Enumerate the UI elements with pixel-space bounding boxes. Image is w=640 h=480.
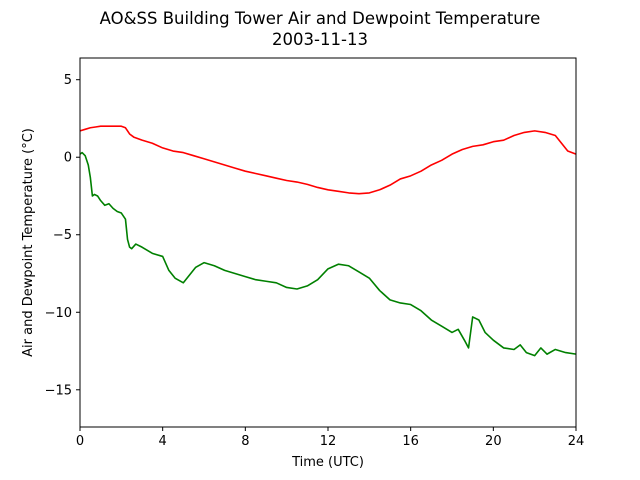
x-tick-label: 24 — [568, 434, 585, 449]
y-tick-label: −10 — [45, 306, 72, 321]
y-tick-label: 0 — [64, 151, 72, 166]
x-tick-label: 16 — [402, 434, 419, 449]
x-axis-label: Time (UTC) — [291, 455, 364, 470]
plot-frame — [79, 57, 577, 428]
series-line-0 — [79, 125, 577, 195]
chart-title: AO&SS Building Tower Air and Dewpoint Te… — [100, 9, 541, 28]
chart-subtitle: 2003-11-13 — [272, 30, 368, 49]
y-axis-label: Air and Dewpoint Temperature (°C) — [21, 128, 36, 357]
x-tick-label: 20 — [485, 434, 502, 449]
y-tick-label: −15 — [45, 383, 72, 398]
x-tick-label: 4 — [159, 434, 167, 449]
x-tick-label: 8 — [241, 434, 249, 449]
x-axis-ticks: 0 4 8 12 16 20 24 — [76, 427, 584, 449]
series-line-1 — [79, 151, 577, 357]
y-axis-ticks: 5 0 −5 −10 −15 — [45, 73, 80, 398]
y-tick-label: 5 — [64, 73, 72, 88]
y-tick-label: −5 — [53, 228, 72, 243]
x-tick-label: 0 — [76, 434, 84, 449]
x-tick-label: 12 — [320, 434, 337, 449]
series-layer — [79, 125, 577, 357]
